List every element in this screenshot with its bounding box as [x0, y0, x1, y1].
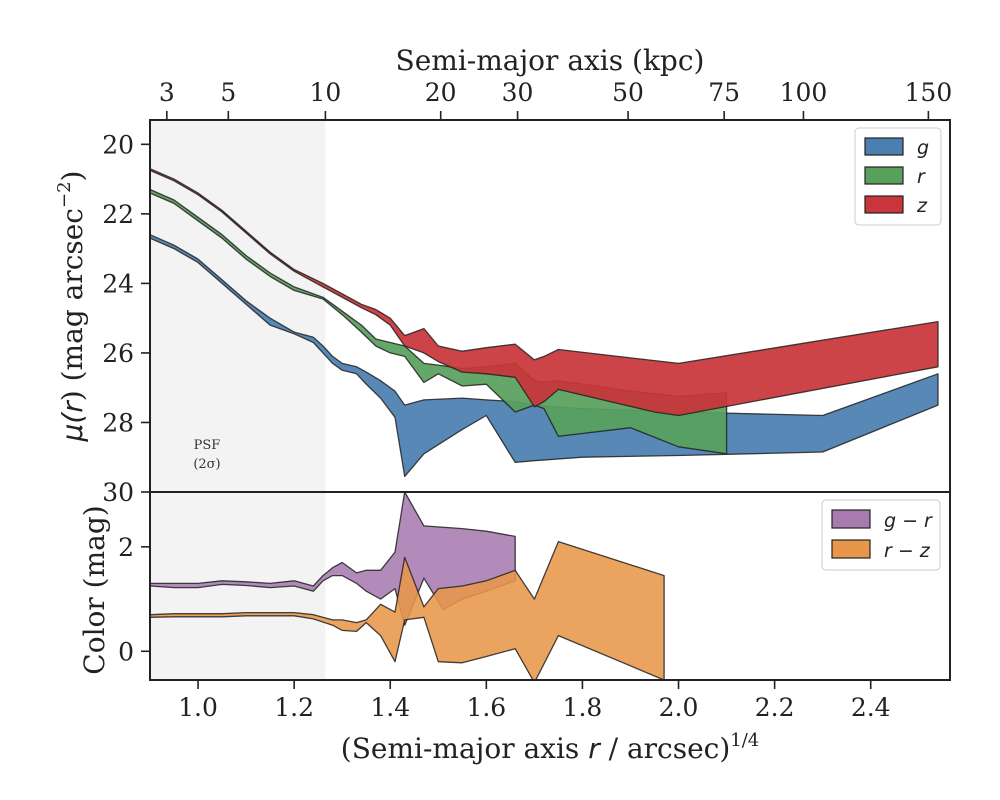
sb-legend-label: g [917, 137, 929, 159]
sb-areas [149, 168, 939, 478]
color-y-tick-label: 0 [118, 637, 134, 666]
color-areas [150, 492, 665, 680]
top-x-tick-label: 100 [780, 78, 828, 107]
color-x-ticks: 1.0 1.2 1.4 1.6 1.8 2.0 2.2 2.4 [178, 680, 891, 722]
x-axis-title: (Semi-major axis r / arcsec)1/4 [341, 730, 759, 765]
sb-band-2 [149, 168, 939, 417]
color-y-tick-label: 2 [118, 533, 134, 562]
x-tick-label: 2.2 [755, 693, 795, 722]
top-x-tick-label: 75 [708, 78, 740, 107]
psf-sigma-label: (2σ) [193, 457, 220, 472]
top-x-tick-label: 5 [220, 78, 236, 107]
color-legend: g − r r − z [821, 499, 941, 571]
sb-y-tick-label: 20 [102, 130, 134, 159]
sb-legend-label: z [916, 195, 928, 217]
color-legend-label: g − r [884, 510, 933, 532]
color-legend-swatch [831, 539, 871, 559]
top-x-tick-label: 30 [502, 78, 534, 107]
top-x-tick-label: 20 [425, 78, 457, 107]
color-legend-label: r − z [884, 540, 931, 562]
sb-band-0 [149, 234, 939, 478]
x-tick-label: 1.6 [466, 693, 506, 722]
x-tick-label: 1.2 [274, 693, 314, 722]
sb-y-tick-label: 30 [102, 478, 134, 507]
color-legend-swatch [831, 509, 871, 529]
color-frame [149, 491, 951, 681]
color-y-ticks: 02 [118, 533, 150, 666]
sb-y-tick-label: 28 [102, 408, 134, 437]
top-x-tick-label: 50 [612, 78, 644, 107]
top-x-axis-title: Semi-major axis (kpc) [396, 44, 705, 77]
top-x-tick-label: 10 [309, 78, 341, 107]
sb-y-axis-title: μ(r) (mag arcsec−2) [54, 171, 89, 443]
x-tick-label: 1.8 [563, 693, 603, 722]
color-panel: 02 1.0 1.2 1.4 1.6 1.8 2.0 2.2 2.4 g − rr − z [118, 491, 951, 722]
sb-legend-swatch [864, 137, 904, 156]
x-tick-label: 2.0 [659, 693, 699, 722]
top-x-tick-label: 150 [905, 78, 953, 107]
top-x-tick-label: 3 [159, 78, 175, 107]
psf-label: PSF [194, 438, 221, 453]
sb-legend-swatch [864, 195, 904, 214]
color-y-axis-title: Color (mag) [78, 505, 111, 674]
top-x-ticks: 3 5 10 20 30 50 75 100 150 [159, 78, 952, 120]
sb-legend-swatch [864, 166, 904, 185]
sb-y-tick-label: 26 [102, 339, 134, 368]
x-tick-label: 1.4 [370, 693, 410, 722]
x-tick-label: 1.0 [178, 693, 218, 722]
sb-y-tick-label: 24 [102, 269, 134, 298]
sb-y-ticks: 20 22 24 26 28 30 [102, 130, 150, 507]
psf-region [150, 120, 326, 492]
x-tick-label: 2.4 [851, 693, 891, 722]
color-band-1 [150, 540, 665, 680]
sb-legend: grz [854, 127, 942, 226]
sb-legend-label: r [917, 166, 926, 188]
sb-y-tick-label: 22 [102, 200, 134, 229]
